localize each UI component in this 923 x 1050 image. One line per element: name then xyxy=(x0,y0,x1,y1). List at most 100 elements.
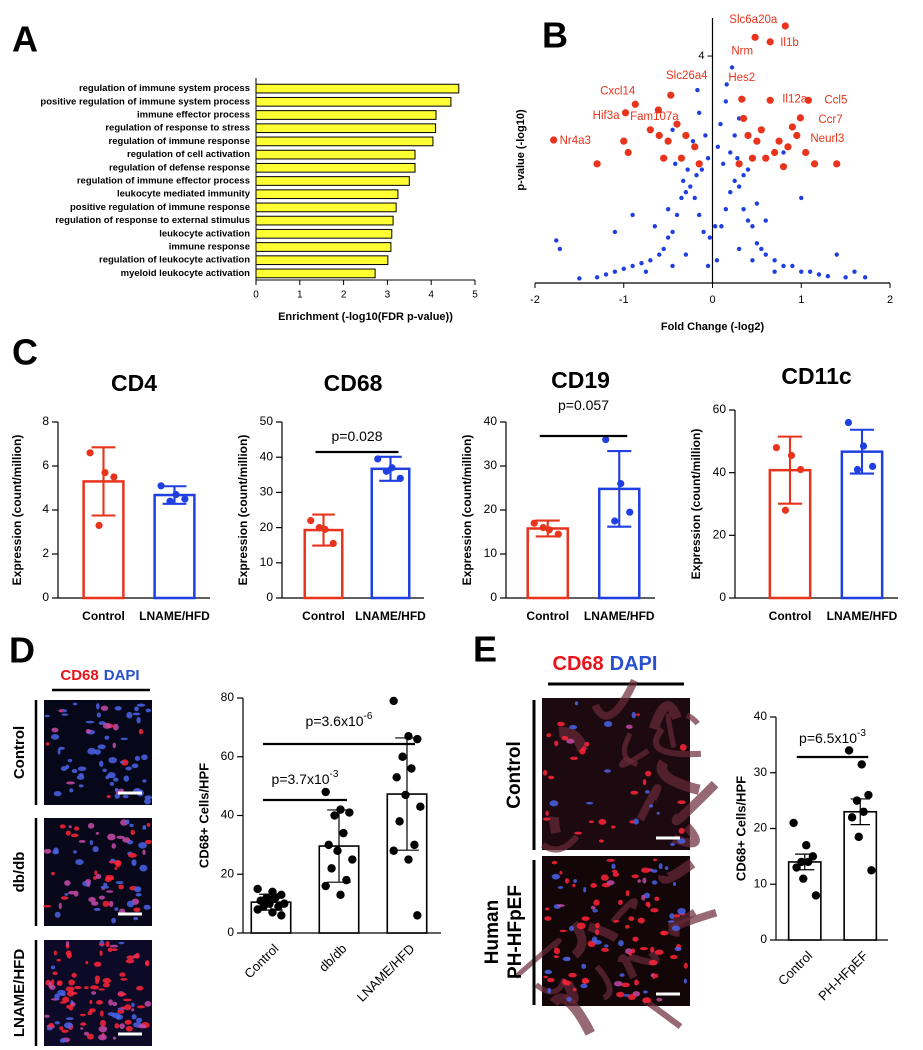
cell xyxy=(642,997,652,1004)
cell xyxy=(546,733,552,738)
bar xyxy=(255,149,416,160)
cell xyxy=(58,902,62,910)
cell xyxy=(131,1014,137,1020)
cell xyxy=(556,904,565,907)
data-point xyxy=(694,172,699,178)
data-point xyxy=(661,246,666,252)
bar xyxy=(255,202,397,213)
data-point xyxy=(690,138,696,144)
x-tick-label: LNAME/HFD xyxy=(584,609,655,623)
cell xyxy=(68,979,75,986)
error-bar xyxy=(607,449,632,528)
cell xyxy=(633,818,639,825)
point-label: Nrm xyxy=(731,45,753,57)
data-point xyxy=(745,218,751,223)
category-label: regulation of response to external stimu… xyxy=(55,215,250,226)
tissue-fiber xyxy=(594,964,613,1001)
cell xyxy=(553,955,560,959)
bar xyxy=(255,123,437,134)
cell xyxy=(90,985,99,990)
cell xyxy=(588,820,595,824)
cell xyxy=(641,867,651,873)
cell xyxy=(642,877,647,884)
data-point xyxy=(655,131,663,140)
cell xyxy=(112,1001,118,1007)
y-axis-label: Expression (count/million) xyxy=(236,435,250,586)
cell xyxy=(574,701,579,706)
cell xyxy=(647,902,651,908)
bar xyxy=(255,136,434,147)
bar xyxy=(255,96,452,107)
data-point xyxy=(853,465,862,474)
cell xyxy=(65,986,75,992)
cell xyxy=(86,1033,94,1040)
x-axis-label: Fold Change (-log2) xyxy=(661,321,765,333)
cell xyxy=(66,953,72,959)
cell xyxy=(683,978,687,984)
cell xyxy=(628,951,632,956)
chart-title: CD19 xyxy=(551,367,610,393)
data-point xyxy=(723,207,729,212)
cell xyxy=(600,874,609,881)
micrograph xyxy=(44,700,153,805)
tissue-fiber xyxy=(636,784,662,822)
data-point xyxy=(307,516,315,525)
cell xyxy=(114,706,122,711)
data-point xyxy=(612,269,618,274)
data-point xyxy=(389,846,398,855)
cell xyxy=(56,958,61,962)
cell xyxy=(649,804,654,808)
data-point xyxy=(327,864,336,873)
x-tick-label: Control xyxy=(241,941,281,981)
data-point xyxy=(748,154,757,162)
cell xyxy=(106,795,111,799)
data-point xyxy=(779,163,788,171)
cell xyxy=(85,728,91,734)
cell xyxy=(551,873,561,880)
cell xyxy=(69,788,74,793)
cell xyxy=(639,947,648,951)
data-point xyxy=(388,464,396,472)
data-point xyxy=(545,526,553,534)
cell xyxy=(623,994,630,997)
cell xyxy=(658,863,663,870)
cell xyxy=(96,712,102,718)
cell xyxy=(120,737,128,741)
cell xyxy=(100,1010,104,1017)
cell xyxy=(114,793,120,799)
cell xyxy=(143,904,151,910)
data-point xyxy=(95,521,103,530)
y-tick-label: 30 xyxy=(484,458,498,472)
data-point xyxy=(554,530,562,538)
image-label: PH-HFpEF xyxy=(505,885,526,979)
data-point xyxy=(843,275,848,280)
cell xyxy=(89,1008,96,1013)
cell xyxy=(75,859,84,865)
cell xyxy=(102,982,110,988)
cell xyxy=(570,756,579,760)
cell xyxy=(118,941,125,945)
cell xyxy=(59,1038,66,1043)
cell xyxy=(98,1034,107,1041)
data-point xyxy=(348,855,357,864)
bar xyxy=(787,861,822,941)
cell xyxy=(121,759,129,766)
cell xyxy=(677,838,686,844)
x-tick-label: 2 xyxy=(341,290,347,301)
cell xyxy=(131,859,137,866)
y-tick-label: 20 xyxy=(484,502,498,516)
data-point xyxy=(101,469,109,477)
cell xyxy=(87,747,97,755)
cell xyxy=(595,929,599,936)
cell xyxy=(111,917,117,924)
cell xyxy=(634,979,639,986)
data-point xyxy=(757,126,765,134)
cell xyxy=(561,735,569,741)
cell xyxy=(129,823,134,827)
data-point xyxy=(665,207,671,212)
data-point xyxy=(852,269,857,274)
data-point xyxy=(807,269,813,274)
cell xyxy=(124,1004,132,1011)
stain-legend: CD68 DAPI xyxy=(60,667,139,684)
cell xyxy=(134,706,139,712)
